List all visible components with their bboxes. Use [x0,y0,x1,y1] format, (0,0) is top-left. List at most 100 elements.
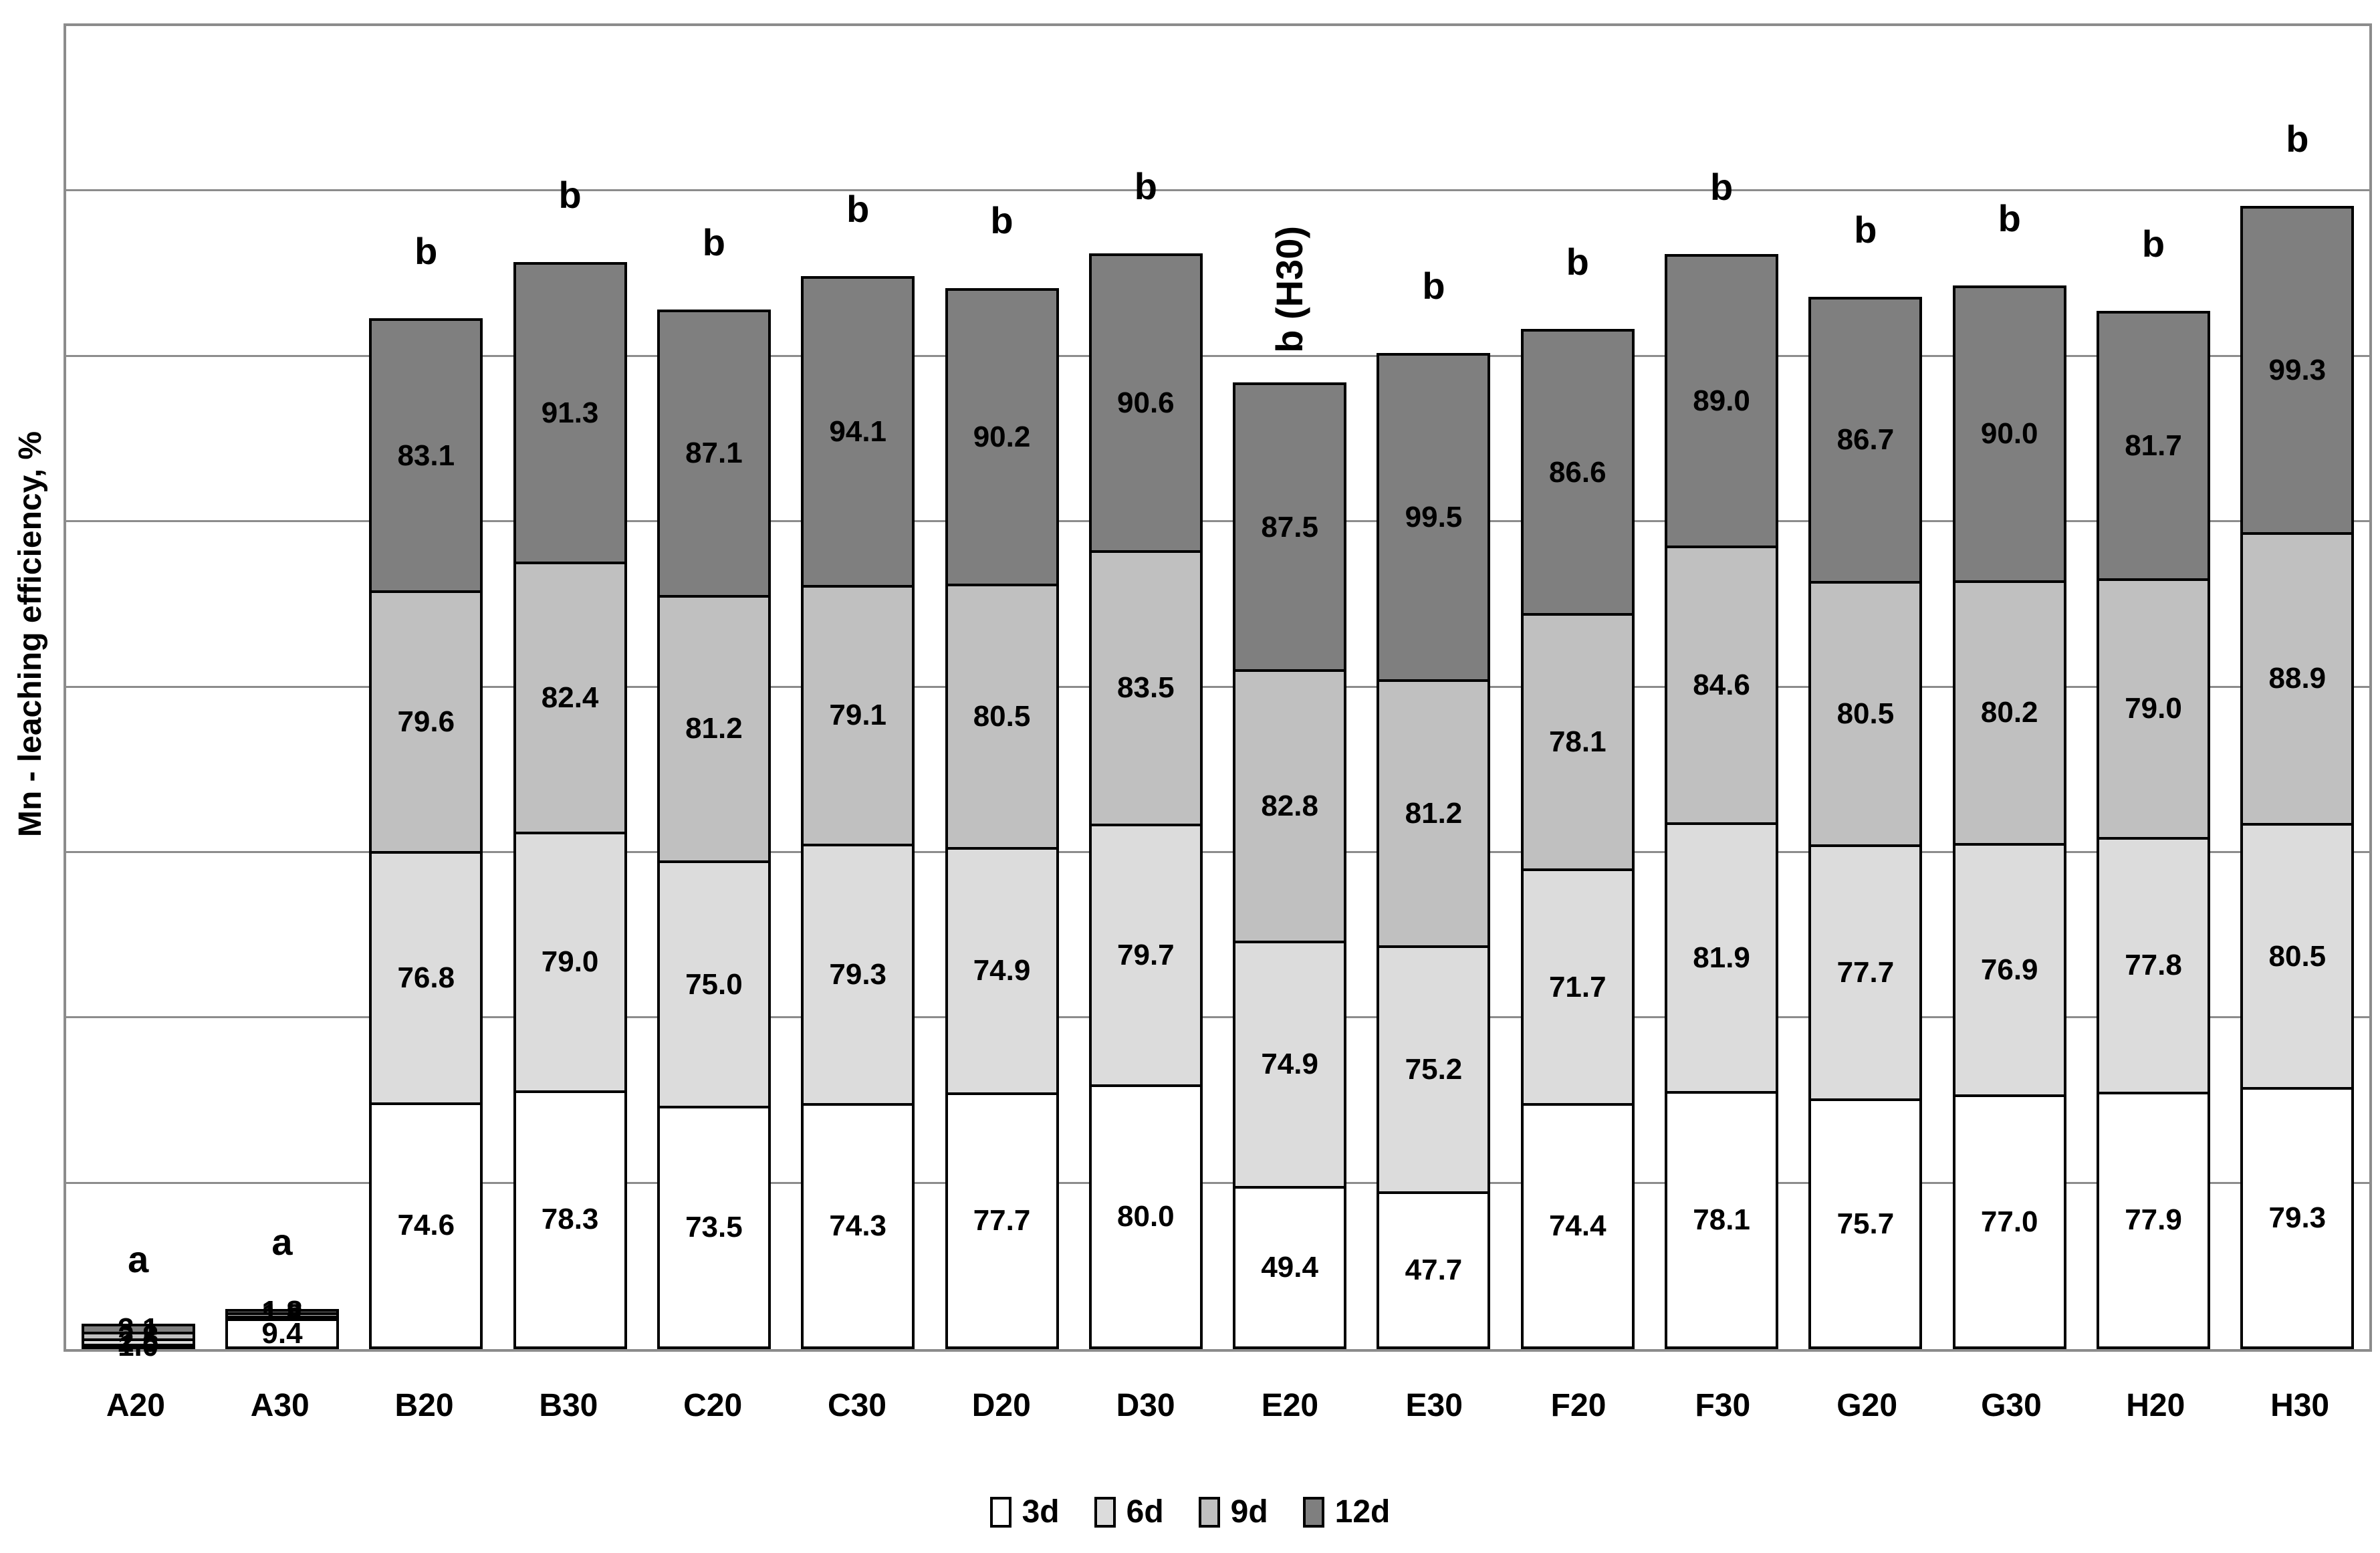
bar-segment-6d: 79.7 [1088,823,1203,1088]
legend-swatch-3d [989,1497,1012,1528]
bar-slot-C30: 74.3 79.3 79.1 94.1 b [786,26,930,1349]
significance-letter-D20: b [990,199,1014,242]
significance-letter-E30: b [1422,264,1445,307]
x-axis-label-H20: H20 [2126,1388,2185,1423]
bar-segment-3d: 73.5 [657,1106,771,1349]
x-axis-label-B20: B20 [394,1388,454,1423]
bar-slot-D20: 77.7 74.9 80.5 90.2 b [930,26,1074,1349]
bar-segment-3d: 9.4 [225,1318,339,1349]
x-axis-labels: A20 A30 B20 B30 C20 C30 D20 D30 E20 E30 F20 F30 G20 G… [64,1387,2372,1424]
legend: 3d 6d 9d 12d [0,1496,2380,1528]
legend-swatch-6d [1094,1497,1116,1528]
segment-value-label: 81.7 [2125,429,2182,462]
bar-segment-9d: 79.1 [801,584,915,847]
bar-slot-B20: 74.6 76.8 79.6 83.1 b [354,26,498,1349]
bar-segment-6d: 79.3 [801,844,915,1106]
bar-G20: 75.7 77.7 80.5 86.7 [1808,296,1923,1349]
significance-letter-B20: b [414,230,438,272]
significance-letter-H30: b [2286,118,2309,160]
segment-value-label: 79.0 [2125,692,2182,725]
bar-segment-6d: 75.2 [1377,945,1491,1195]
x-axis-label-G20: G20 [1836,1388,1898,1423]
legend-label-12d: 12d [1334,1494,1391,1530]
gridline [66,189,2369,192]
segment-value-label: 79.0 [541,945,599,979]
bar-segment-12d: 81.7 [2097,310,2211,581]
segment-value-label: 91.3 [541,396,599,430]
bar-segment-6d: 74.9 [1233,941,1347,1189]
bar-segment-3d: 74.6 [369,1102,483,1349]
segment-value-label: 87.5 [1261,510,1318,544]
significance-letter-G30: b [1998,197,2021,239]
segment-value-label: 84.6 [1693,669,1750,702]
legend-item-6d: 6d [1094,1496,1164,1528]
bar-slot-A30: 9.41.61.81.8 a [210,26,354,1349]
segment-value-label: 2.5 [118,1325,159,1358]
bar-segment-3d: 80.0 [1088,1084,1203,1349]
bar-segment-9d: 79.6 [369,590,483,854]
bar-segment-9d: 82.4 [513,562,627,834]
segment-value-label: 74.9 [973,954,1031,987]
rotated-annotation-text: b (H30) [1268,225,1311,353]
bar-slot-D30: 80.0 79.7 83.5 90.6 b [1074,26,1217,1349]
segment-value-label: 86.6 [1548,455,1606,489]
x-axis-label-C20: C20 [683,1388,743,1423]
bar-segment-9d: 84.6 [1665,545,1779,826]
x-axis-label-H30: H30 [2270,1388,2330,1423]
bar-H30: 79.3 80.5 88.9 99.3 [2240,206,2355,1349]
bar-segment-12d: 87.5 [1233,382,1347,673]
legend-swatch-12d [1302,1497,1324,1528]
bar-slot-B30: 78.3 79.0 82.4 91.3 b [498,26,642,1349]
segment-value-label: 79.3 [2268,1201,2327,1234]
bar-segment-3d: 77.7 [945,1092,1059,1349]
bar-segment-6d: 77.7 [1808,844,1923,1102]
segment-value-label: 79.7 [1117,939,1175,972]
bar-slot-G30: 77.0 76.9 80.2 90.0 b [1937,26,2081,1349]
bar-segment-12d: 90.0 [1952,285,2066,583]
segment-value-label: 1.0 [118,1330,159,1362]
significance-letter-A30: a [271,1220,293,1263]
bar-segment-9d: 82.8 [1233,669,1347,944]
bar-slot-G20: 75.7 77.7 80.5 86.7 b [1794,26,1937,1349]
y-axis-title-wrap: Mn - leaching efficiency, % [0,23,62,1352]
bar-slot-F20: 74.4 71.7 78.1 86.6 b [1506,26,1649,1349]
significance-letter-B30: b [558,174,582,217]
segment-value-label: 75.2 [1405,1052,1463,1086]
x-axis-label-E20: E20 [1261,1388,1319,1423]
x-axis-label-A20: A20 [106,1388,165,1423]
segment-value-label: 76.9 [1980,953,2038,986]
segment-value-label: 89.0 [1693,384,1750,417]
bar-segment-9d: 88.9 [2240,531,2355,826]
bar-slot-E20: 49.4 74.9 82.8 87.5 b (H30) [1218,26,1362,1349]
segment-value-label: 78.3 [541,1203,599,1236]
segment-value-label: 82.8 [1261,790,1318,823]
bar-segment-9d: 80.5 [945,583,1059,850]
bar-segment-12d: 94.1 [801,276,915,588]
segment-value-label: 75.0 [685,967,743,1001]
segment-value-label: 77.7 [1836,956,1895,989]
significance-letter-G20: b [1854,208,1877,251]
legend-label-6d: 6d [1126,1494,1164,1530]
bar-segment-6d: 76.9 [1952,842,2066,1098]
bar-C30: 74.3 79.3 79.1 94.1 [801,276,915,1349]
segment-value-label: 80.5 [1836,697,1895,730]
x-axis-label-F30: F30 [1695,1388,1751,1423]
bar-segment-9d: 83.5 [1088,550,1203,826]
segment-value-label: 74.6 [397,1209,455,1242]
significance-letter-E20: b (H30) [1218,226,1362,359]
gridline [66,850,2369,853]
segment-value-label: 47.7 [1405,1253,1463,1286]
significance-letter-C30: b [846,188,870,231]
segment-value-label: 77.8 [2125,949,2182,982]
segment-value-label: 82.4 [541,681,599,714]
bar-segment-3d: 74.3 [801,1103,915,1349]
segment-value-label: 81.2 [685,712,743,745]
bar-segment-12d: 86.7 [1808,296,1923,584]
segment-value-label: 83.1 [397,439,455,472]
bar-segment-3d: 77.0 [1952,1094,2066,1349]
x-axis-label-B30: B30 [539,1388,598,1423]
bar-segment-3d: 78.3 [513,1090,627,1349]
bar-F20: 74.4 71.7 78.1 86.6 [1520,329,1635,1349]
bar-segment-3d: 49.4 [1233,1185,1347,1349]
segment-value-label: 83.5 [1117,671,1175,705]
